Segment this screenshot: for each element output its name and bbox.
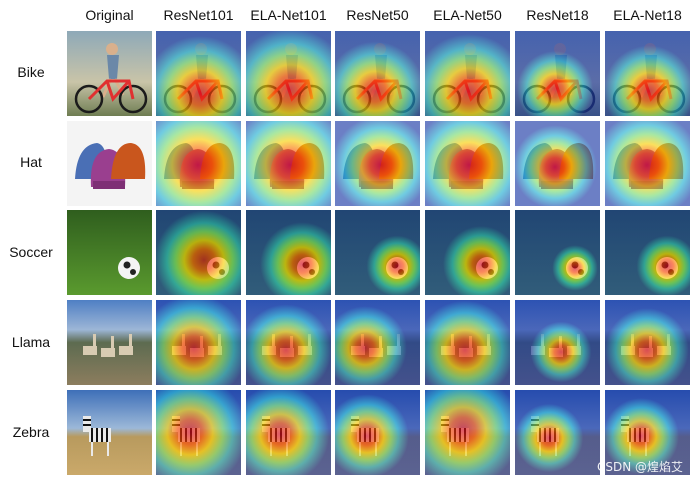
heatmap-elanet50-llama <box>425 300 510 385</box>
heatmap-elanet50-bike <box>425 31 510 116</box>
heatmap-resnet18-llama <box>515 300 600 385</box>
heatmap-elanet18-llama <box>605 300 690 385</box>
column-header-original: Original <box>85 7 134 23</box>
row-label-zebra: Zebra <box>12 424 50 440</box>
original-image-zebra <box>67 390 152 475</box>
heatmap-resnet50-llama <box>335 300 420 385</box>
original-image-llama <box>67 300 152 385</box>
column-header-resnet18: ResNet18 <box>526 7 589 23</box>
heatmap-elanet101-soccer <box>246 210 331 295</box>
heatmap-elanet50-zebra <box>425 390 510 475</box>
heatmap-resnet50-bike <box>335 31 420 116</box>
heatmap-elanet50-soccer <box>425 210 510 295</box>
column-header-resnet50: ResNet50 <box>346 7 409 23</box>
heatmap-elanet101-bike <box>246 31 331 116</box>
column-header-elanet50: ELA-Net50 <box>433 7 502 23</box>
heatmap-elanet101-zebra <box>246 390 331 475</box>
heatmap-elanet18-zebra <box>605 390 690 475</box>
row-label-hat: Hat <box>20 154 42 170</box>
heatmap-elanet101-hat <box>246 121 331 206</box>
heatmap-resnet18-soccer <box>515 210 600 295</box>
original-image-soccer <box>67 210 152 295</box>
heatmap-resnet50-soccer <box>335 210 420 295</box>
heatmap-resnet101-zebra <box>156 390 241 475</box>
heatmap-resnet18-hat <box>515 121 600 206</box>
column-header-resnet101: ResNet101 <box>163 7 234 23</box>
heatmap-elanet18-hat <box>605 121 690 206</box>
heatmap-resnet101-llama <box>156 300 241 385</box>
heatmap-elanet18-soccer <box>605 210 690 295</box>
row-label-llama: Llama <box>11 334 51 350</box>
row-label-bike: Bike <box>17 64 45 80</box>
row-label-soccer: Soccer <box>9 244 53 260</box>
heatmap-resnet18-bike <box>515 31 600 116</box>
heatmap-resnet101-soccer <box>156 210 241 295</box>
heatmap-resnet18-zebra <box>515 390 600 475</box>
column-header-elanet101: ELA-Net101 <box>250 7 327 23</box>
watermark: CSDN @煌焰艾 <box>596 460 683 474</box>
original-image-bike <box>67 31 152 116</box>
heatmap-resnet50-hat <box>335 121 420 206</box>
heatmap-resnet101-hat <box>156 121 241 206</box>
original-image-hat <box>67 121 152 206</box>
heatmap-resnet50-zebra <box>335 390 420 475</box>
heatmap-elanet101-llama <box>246 300 331 385</box>
heatmap-resnet101-bike <box>156 31 241 116</box>
heatmap-elanet18-bike <box>605 31 690 116</box>
column-header-elanet18: ELA-Net18 <box>613 7 682 23</box>
heatmap-elanet50-hat <box>425 121 510 206</box>
